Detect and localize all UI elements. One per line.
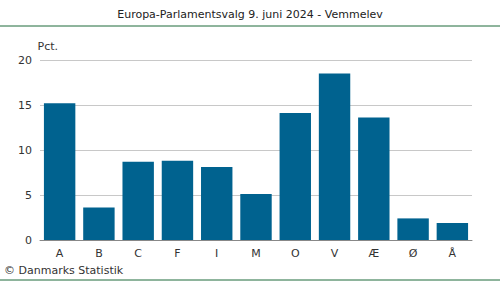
svg-text:O: O	[291, 247, 300, 260]
svg-text:Æ: Æ	[368, 247, 379, 260]
svg-text:10: 10	[18, 144, 32, 157]
svg-text:V: V	[331, 247, 339, 260]
svg-text:5: 5	[25, 189, 32, 202]
svg-text:A: A	[56, 247, 64, 260]
svg-text:I: I	[215, 247, 218, 260]
svg-text:F: F	[174, 247, 180, 260]
svg-text:M: M	[251, 247, 261, 260]
svg-text:Pct.: Pct.	[38, 40, 59, 53]
svg-text:© Danmarks Statistik: © Danmarks Statistik	[4, 264, 124, 277]
svg-text:Ø: Ø	[409, 247, 418, 260]
svg-text:Å: Å	[449, 247, 457, 260]
svg-text:B: B	[95, 247, 103, 260]
svg-text:Europa-Parlamentsvalg 9. juni: Europa-Parlamentsvalg 9. juni 2024 - Vem…	[117, 8, 383, 21]
svg-text:0: 0	[25, 234, 32, 247]
svg-text:20: 20	[18, 54, 32, 67]
svg-text:C: C	[134, 247, 142, 260]
svg-text:15: 15	[18, 99, 32, 112]
